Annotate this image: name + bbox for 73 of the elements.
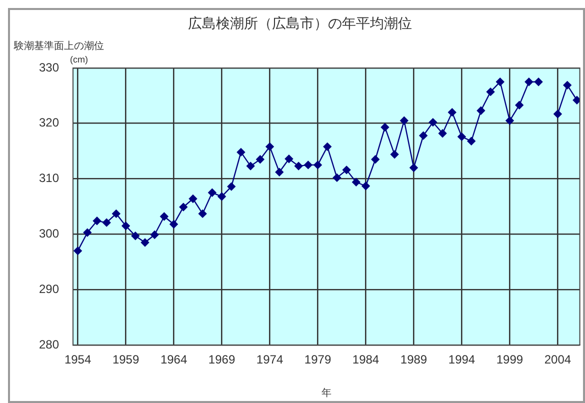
- x-tick-label: 1989: [400, 352, 428, 367]
- chart-title: 広島検潮所（広島市）の年平均潮位: [188, 14, 412, 31]
- point: [227, 182, 236, 191]
- point: [332, 174, 342, 182]
- point: [524, 78, 534, 86]
- x-tick-label: 1974: [256, 352, 284, 367]
- point: [342, 166, 351, 174]
- y-tick-label: 320: [38, 116, 60, 130]
- point: [150, 230, 159, 239]
- x-tick-label: 1979: [304, 352, 332, 367]
- point: [448, 108, 456, 116]
- point: [74, 246, 82, 255]
- point: [246, 162, 255, 170]
- point: [218, 192, 226, 201]
- point: [554, 110, 562, 118]
- y-tick-label: 310: [38, 171, 60, 186]
- y-tick-label: 280: [38, 337, 60, 352]
- point: [419, 131, 428, 140]
- point: [275, 168, 284, 176]
- x-tick-label: 1964: [160, 352, 188, 367]
- point: [256, 155, 264, 164]
- point: [294, 162, 303, 170]
- point: [476, 106, 486, 115]
- point: [131, 232, 140, 240]
- point: [506, 116, 514, 125]
- point: [266, 142, 274, 151]
- x-tick-label: 1984: [352, 352, 380, 367]
- point: [160, 212, 168, 221]
- point: [486, 88, 495, 96]
- point: [428, 118, 438, 126]
- x-tick-label: 1969: [208, 352, 236, 367]
- point: [140, 238, 150, 247]
- point: [284, 154, 294, 163]
- point: [410, 164, 418, 172]
- point: [515, 101, 524, 110]
- point: [362, 182, 370, 190]
- x-tick-label: 1954: [64, 352, 92, 367]
- point: [323, 142, 332, 151]
- y-tick-label: 300: [38, 226, 60, 241]
- y-tick-label: 330: [38, 60, 60, 74]
- point: [112, 210, 120, 218]
- point: [572, 96, 580, 104]
- point: [352, 178, 360, 186]
- point: [188, 194, 198, 203]
- y-axis-title: 験潮基準面上の潮位: [13, 40, 104, 52]
- point: [380, 123, 390, 132]
- x-axis-title: 年: [321, 386, 332, 399]
- point: [198, 210, 207, 218]
- point: [102, 218, 111, 227]
- point: [390, 150, 399, 159]
- point: [304, 160, 312, 170]
- point: [314, 160, 322, 170]
- point: [534, 78, 543, 86]
- point: [438, 129, 447, 138]
- point: [122, 222, 130, 230]
- point: [83, 228, 92, 237]
- point: [400, 116, 408, 125]
- x-tick-label: 1999: [496, 352, 524, 367]
- x-tick-label: 2004: [544, 352, 572, 367]
- y-tick-label: 290: [38, 282, 60, 296]
- point: [92, 216, 102, 226]
- point: [458, 132, 466, 141]
- point: [467, 137, 476, 146]
- point: [496, 78, 504, 86]
- point: [371, 155, 380, 164]
- point: [179, 202, 188, 212]
- point: [563, 81, 572, 90]
- point: [236, 148, 246, 156]
- point: [208, 188, 216, 197]
- text: (cm): [70, 54, 88, 64]
- x-tick-label: 1994: [448, 352, 476, 367]
- point: [170, 220, 178, 228]
- x-tick-label: 1959: [112, 352, 140, 367]
